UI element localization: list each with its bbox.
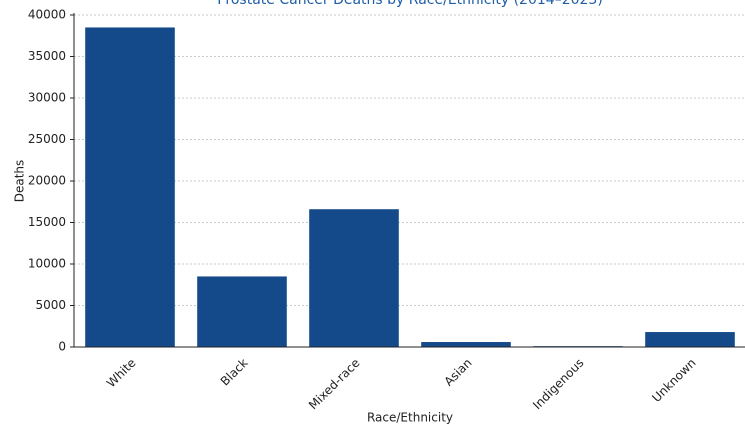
chart-title: Prostate Cancer Deaths by Race/Ethnicity… — [217, 0, 603, 8]
y-tick-label: 35000 — [28, 49, 66, 63]
bar — [309, 209, 399, 347]
y-tick-label: 30000 — [28, 91, 66, 105]
x-tick-label: Indigenous — [530, 356, 587, 413]
x-tick-label: Asian — [442, 356, 475, 389]
x-tick-label: White — [104, 356, 139, 391]
y-tick-label: 40000 — [28, 8, 66, 22]
bar — [197, 276, 287, 347]
y-tick-label: 25000 — [28, 132, 66, 146]
y-tick-label: 5000 — [35, 298, 66, 312]
bar — [645, 332, 735, 347]
y-tick-label: 20000 — [28, 174, 66, 188]
bar — [85, 27, 175, 347]
y-tick-label: 10000 — [28, 257, 66, 271]
y-tick-label: 0 — [58, 340, 66, 354]
bar — [421, 342, 511, 347]
x-tick-label: Mixed-race — [306, 356, 363, 413]
y-axis-label: Deaths — [13, 160, 27, 203]
y-tick-label: 15000 — [28, 215, 66, 229]
x-tick-label: Unknown — [649, 356, 698, 405]
x-axis-label: Race/Ethnicity — [367, 411, 453, 425]
x-tick-label: Black — [218, 356, 251, 389]
